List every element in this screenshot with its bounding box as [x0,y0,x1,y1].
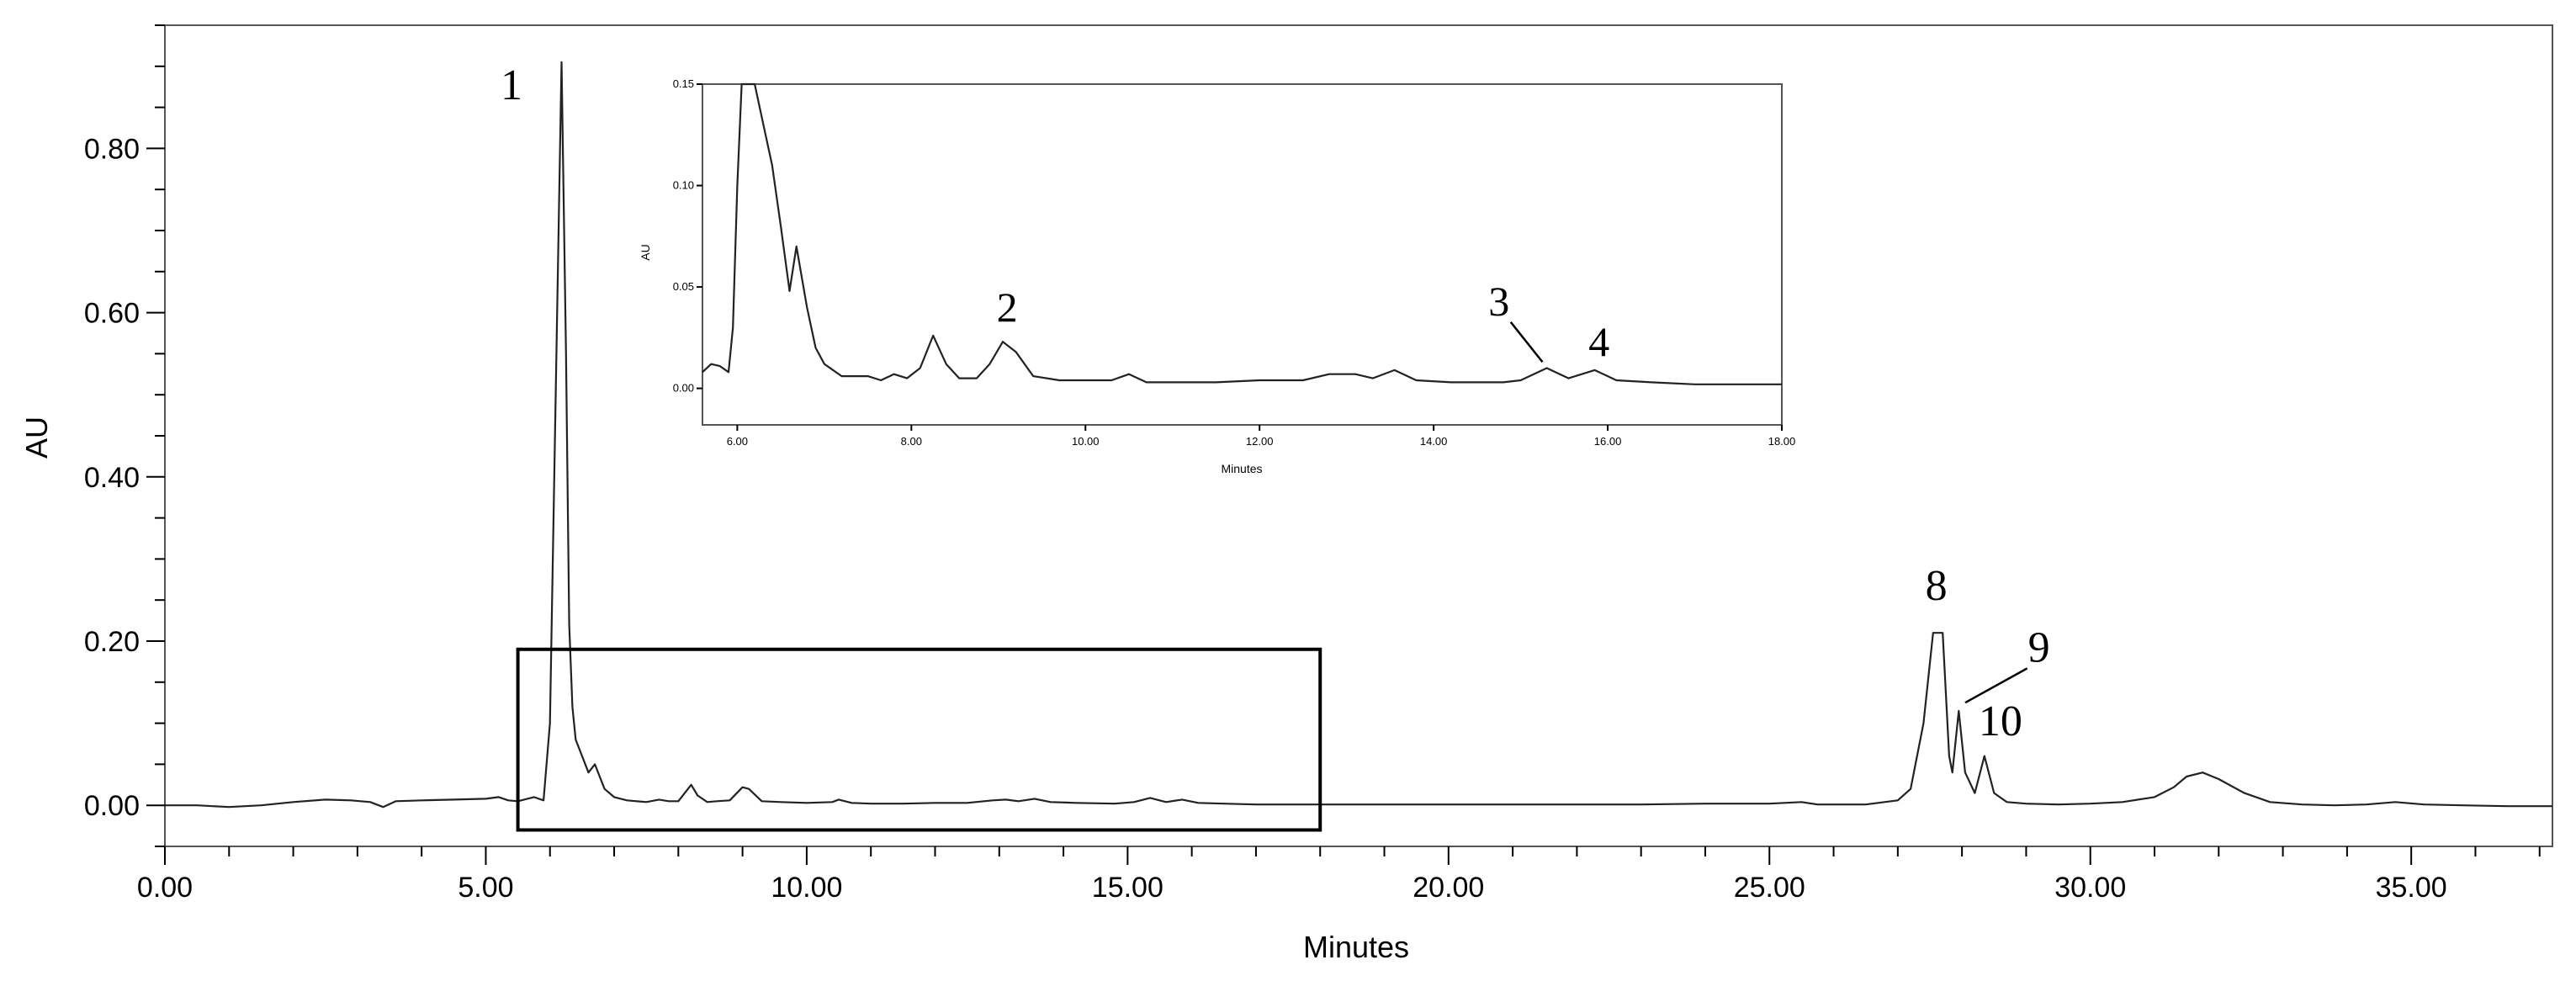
inset-peak-leader-line [1509,321,1544,363]
y-tick-label: 0.00 [84,790,140,822]
x-tick-label: 35.00 [2376,872,2447,904]
peak-label: 10 [1979,697,2022,745]
inset-y-tick-label: 0.15 [673,77,694,90]
inset-x-tick-label: 6.00 [727,435,748,448]
inset-x-tick-label: 8.00 [901,435,922,448]
y-axis-title: AU [19,416,54,459]
y-tick-label: 0.60 [84,298,140,330]
inset-x-axis-title: Minutes [1221,462,1262,475]
x-tick-label: 15.00 [1092,872,1163,904]
y-tick-label: 0.40 [84,462,140,494]
peak-label: 8 [1926,562,1948,610]
x-tick-label: 10.00 [771,872,842,904]
y-tick-label: 0.80 [84,133,140,165]
x-tick-label: 25.00 [1734,872,1805,904]
inset-plot: 6.00 8.00 10.00 12.00 14.00 16.00 18.00 0.00 0.0… [639,77,1795,475]
inset-peak-labels: 2 3 4 [997,278,1610,365]
x-tick-label: 30.00 [2054,872,2126,904]
x-axis-title: Minutes [1303,930,1409,964]
y-tick-label: 0.20 [84,626,140,658]
inset-background [702,84,1782,425]
zoom-region-box [516,647,1322,832]
inset-y-tick-label: 0.10 [673,179,694,192]
inset-x-tick-label: 16.00 [1594,435,1622,448]
inset-y-tick-label: 0.00 [673,382,694,395]
inset-peak-label: 3 [1488,278,1509,325]
x-tick-label: 5.00 [458,872,513,904]
main-axes: 0.00 5.00 10.00 15.00 20.00 25.00 30.00 35.000.… [84,24,2541,904]
inset-x-tick-label: 14.00 [1420,435,1448,448]
inset-axes: 6.00 8.00 10.00 12.00 14.00 16.00 18.00 0.00 0.0… [673,77,1796,448]
inset-x-tick-label: 10.00 [1072,435,1100,448]
main-plot: 0.00 5.00 10.00 15.00 20.00 25.00 30.00 35.000.… [19,24,2553,964]
main-peak-labels: 1 8 910 [501,61,2050,745]
inset-plot-frame [702,83,1783,426]
main-chromatogram-trace [165,61,2552,809]
inset-x-tick-label: 12.00 [1246,435,1274,448]
peak-label: 9 [2028,623,2050,671]
inset-peak-label: 2 [997,284,1018,331]
inset-x-tick-label: 18.00 [1768,435,1796,448]
inset-y-axis-title: AU [639,244,652,260]
peak-leader-line [1964,667,2028,704]
inset-y-tick-label: 0.05 [673,280,694,293]
x-tick-label: 20.00 [1413,872,1484,904]
inset-peak-label: 4 [1588,318,1609,365]
x-tick-label: 0.00 [137,872,193,904]
peak-label: 1 [501,61,522,109]
inset-chromatogram-trace [702,82,1782,385]
